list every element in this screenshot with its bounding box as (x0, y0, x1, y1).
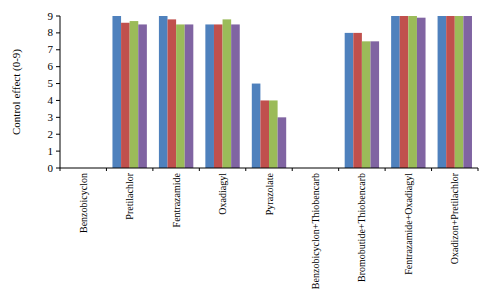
bar (362, 41, 371, 168)
y-tick-label: 7 (48, 43, 54, 55)
bar (408, 16, 417, 168)
bar (278, 117, 287, 168)
bar (438, 16, 447, 168)
y-tick (56, 134, 60, 135)
bars (112, 16, 472, 168)
y-tick (56, 49, 60, 50)
bar (121, 23, 130, 168)
x-tick-label: Bromobutide+Thiobencarb (356, 173, 367, 282)
chart-svg: 0 1 2 3 4 5 6 7 8 9 Benzobicyclon Pretilachlor Fentr… (0, 0, 488, 294)
y-axis (60, 16, 61, 168)
x-tick-label: Fentrazamide (171, 172, 182, 227)
bar (252, 84, 261, 168)
x-tick-label: Oxadiagyl (217, 173, 228, 215)
x-tick-label: Oxadizon+Pretilachlor (449, 172, 460, 264)
x-tick (152, 168, 153, 171)
x-axis (60, 168, 478, 169)
bar (269, 100, 278, 168)
x-tick-label: Fentrazamide+Oxadiagyl (403, 173, 414, 275)
bar (370, 41, 379, 168)
bar (138, 24, 147, 168)
y-tick (56, 16, 60, 17)
bar (205, 24, 214, 168)
x-tick (292, 168, 293, 171)
bar (260, 100, 269, 168)
y-tick (56, 32, 60, 33)
x-tick (431, 168, 432, 171)
y-tick (56, 83, 60, 84)
y-axis-label: Control effect (0-9) (10, 49, 23, 135)
bar (400, 16, 409, 168)
bar (353, 33, 362, 168)
bar (223, 19, 232, 168)
bar (112, 16, 121, 168)
y-tick-label: 4 (48, 94, 54, 106)
y-tick-label: 9 (48, 10, 54, 22)
x-tick (106, 168, 107, 171)
bar (130, 21, 139, 168)
y-tick-label: 6 (48, 60, 54, 72)
bar (391, 16, 400, 168)
bar (417, 18, 426, 168)
y-tick (56, 100, 60, 101)
bar (455, 16, 464, 168)
chart-container: 0 1 2 3 4 5 6 7 8 9 Benzobicyclon Pretilachlor Fentr… (0, 0, 488, 294)
y-tick (56, 151, 60, 152)
x-tick-label: Benzobicyclon+Thiobencarb (310, 173, 321, 289)
bar (159, 16, 168, 168)
x-tick (478, 168, 479, 171)
y-tick (56, 117, 60, 118)
y-tick (56, 168, 60, 169)
y-tick-label: 8 (48, 26, 54, 38)
x-tick (199, 168, 200, 171)
bar (168, 19, 177, 168)
y-tick-label: 0 (48, 162, 54, 174)
bar (185, 24, 194, 168)
x-tick-label: Benzobicyclon (78, 173, 89, 233)
x-tick-label: Pretilachlor (124, 172, 135, 219)
y-tick-label: 1 (48, 145, 54, 157)
x-tick (245, 168, 246, 171)
x-tick (60, 168, 61, 171)
y-tick-label: 3 (48, 111, 54, 123)
x-tick (338, 168, 339, 171)
bar (446, 16, 455, 168)
bar (231, 24, 240, 168)
y-tick-label: 5 (48, 77, 54, 89)
bar (214, 24, 223, 168)
x-tick-label: Pyrazolate (264, 172, 275, 215)
y-tick (56, 66, 60, 67)
x-tick (385, 168, 386, 171)
bar (176, 24, 185, 168)
bar (463, 16, 472, 168)
y-tick-label: 2 (48, 128, 54, 140)
bar (345, 33, 354, 168)
